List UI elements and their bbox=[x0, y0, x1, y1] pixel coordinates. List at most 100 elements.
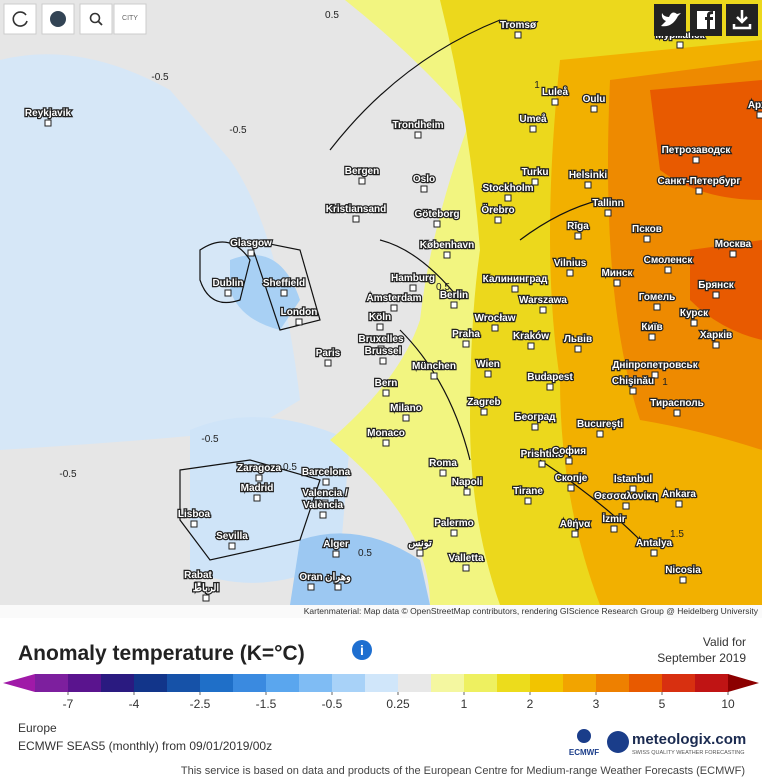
city-marker bbox=[584, 181, 592, 189]
twitter-icon bbox=[661, 12, 681, 27]
colorbar-segment bbox=[530, 674, 564, 692]
contour-label: 0.5 bbox=[325, 10, 339, 21]
city-marker bbox=[414, 131, 422, 139]
contour-label: 1 bbox=[534, 80, 540, 91]
city-marker bbox=[463, 488, 471, 496]
city-label: Helsinki bbox=[569, 170, 608, 181]
download-icon bbox=[732, 10, 752, 30]
colorbar-segment bbox=[332, 674, 366, 692]
city-marker bbox=[322, 478, 330, 486]
city-label: València bbox=[303, 500, 343, 511]
city-label: Chişinău bbox=[612, 376, 654, 387]
ecmwf-label: ECMWF bbox=[569, 748, 599, 757]
city-marker bbox=[462, 340, 470, 348]
contour-label: 1.5 bbox=[670, 529, 684, 540]
colorbar-segment bbox=[233, 674, 267, 692]
city-marker bbox=[596, 430, 604, 438]
city-marker bbox=[546, 383, 554, 391]
city-label: Valletta bbox=[448, 553, 483, 564]
city-marker bbox=[247, 249, 255, 257]
city-label: Köln bbox=[369, 312, 391, 323]
city-marker bbox=[295, 318, 303, 326]
globe-icon bbox=[50, 11, 66, 27]
city-label: Αθήνα bbox=[560, 519, 591, 530]
city-label: الرباط bbox=[193, 583, 220, 594]
city-label: Praha bbox=[452, 329, 480, 340]
city-marker bbox=[409, 284, 417, 292]
brand: meteologix.com bbox=[632, 731, 746, 748]
city-marker bbox=[613, 279, 621, 287]
colorbar-label: 2 bbox=[527, 697, 534, 711]
city-label: Kraków bbox=[513, 331, 549, 342]
colorbar-segment bbox=[299, 674, 333, 692]
city-label: Θεσσαλονίκη bbox=[594, 491, 658, 502]
zoom-icon bbox=[97, 20, 103, 26]
city-label: Wien bbox=[476, 359, 500, 370]
city-marker bbox=[494, 216, 502, 224]
ecmwf-logo bbox=[577, 729, 591, 743]
contour-label: -0.5 bbox=[59, 469, 77, 480]
city-marker bbox=[648, 333, 656, 341]
city-label: Wrocław bbox=[475, 313, 516, 324]
city-label: Berlin bbox=[440, 290, 468, 301]
zoom-button[interactable] bbox=[79, 3, 113, 35]
city-marker bbox=[511, 285, 519, 293]
coastline bbox=[329, 19, 641, 541]
city-marker bbox=[194, 581, 202, 589]
colorbar-label: 1 bbox=[461, 697, 468, 711]
city-label: İzmir bbox=[602, 512, 625, 525]
city-marker bbox=[729, 250, 737, 258]
refresh-button[interactable] bbox=[3, 3, 37, 35]
city-marker bbox=[664, 266, 672, 274]
city-marker bbox=[690, 319, 698, 327]
colorbar-segment bbox=[68, 674, 102, 692]
city-label: Калининград bbox=[483, 274, 548, 285]
city-label: København bbox=[420, 240, 474, 251]
city-label: Prishtine bbox=[521, 449, 564, 460]
city-label: Dublin bbox=[212, 278, 243, 289]
legend-title: Anomaly temperature (K=°C) bbox=[18, 642, 305, 665]
city-marker bbox=[430, 372, 438, 380]
city-label: Псков bbox=[632, 224, 662, 235]
city-marker bbox=[551, 98, 559, 106]
city-label: Istanbul bbox=[614, 474, 653, 485]
city-label: Reykjavik bbox=[25, 108, 72, 119]
city-marker bbox=[253, 494, 261, 502]
city-marker bbox=[44, 119, 52, 127]
city-label: Курск bbox=[680, 308, 709, 319]
city-label: Bergen bbox=[345, 166, 379, 177]
city-label: Palermo bbox=[434, 518, 473, 529]
city-marker bbox=[514, 31, 522, 39]
city-marker bbox=[538, 460, 546, 468]
city-label: Sheffield bbox=[263, 278, 305, 289]
city-label: Тирасполь bbox=[650, 398, 704, 409]
city-marker bbox=[610, 525, 618, 533]
city-marker bbox=[480, 408, 488, 416]
city-marker bbox=[190, 520, 198, 528]
city-label: Zagreb bbox=[467, 397, 500, 408]
city-marker bbox=[756, 111, 762, 119]
model-run: ECMWF SEAS5 (monthly) from 09/01/2019/00… bbox=[18, 739, 272, 753]
cool-area bbox=[230, 255, 300, 330]
city-label: Минск bbox=[601, 268, 633, 279]
city-label: Turku bbox=[521, 167, 548, 178]
city-button[interactable] bbox=[113, 3, 147, 35]
warm-area bbox=[690, 240, 762, 340]
city-marker bbox=[307, 583, 315, 591]
city-marker bbox=[653, 303, 661, 311]
city-marker bbox=[539, 306, 547, 314]
colorbar-segment bbox=[662, 674, 696, 692]
city-label: Rīga bbox=[567, 221, 589, 232]
city-marker bbox=[679, 576, 687, 584]
city-marker bbox=[332, 550, 340, 558]
city-marker bbox=[416, 549, 424, 557]
brand-tagline: SWISS QUALITY WEATHER FORECASTING bbox=[632, 750, 745, 756]
info-icon[interactable] bbox=[352, 640, 372, 660]
city-marker bbox=[531, 423, 539, 431]
refresh-icon bbox=[12, 11, 28, 27]
city-marker bbox=[629, 485, 637, 493]
map: Kartenmaterial: Map data © OpenStreetMap… bbox=[0, 0, 762, 618]
city-marker bbox=[675, 500, 683, 508]
city-label: Budapest bbox=[527, 372, 573, 383]
city-marker bbox=[402, 414, 410, 422]
